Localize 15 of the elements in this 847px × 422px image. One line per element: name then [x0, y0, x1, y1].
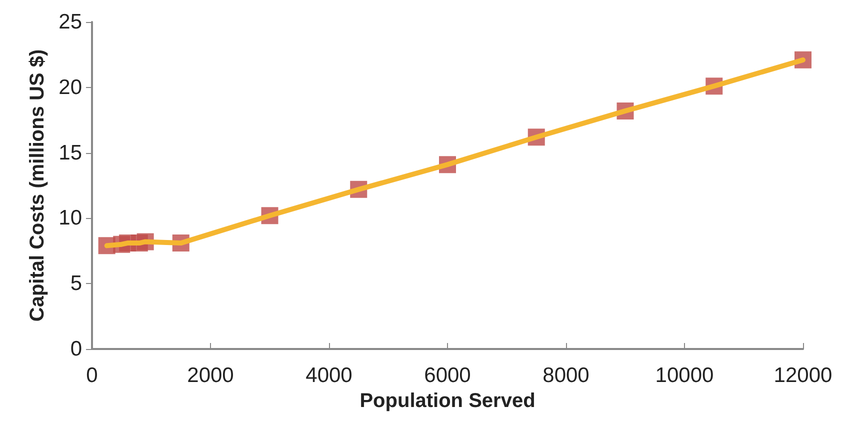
- x-tick-label: 2000: [187, 364, 234, 387]
- x-tick-label: 10000: [655, 364, 714, 387]
- x-tick-label: 6000: [424, 364, 471, 387]
- y-tick-label: 0: [70, 338, 82, 360]
- y-tick-label: 5: [70, 272, 82, 296]
- x-tick-label: 12000: [774, 364, 832, 387]
- y-axis-title: Capital Costs (millions US $): [26, 49, 49, 322]
- x-tick-label: 8000: [542, 364, 590, 387]
- y-tick-label: 15: [58, 141, 82, 164]
- y-tick-label: 20: [58, 76, 82, 99]
- y-tick-label: 25: [58, 10, 82, 34]
- y-tick-label: 10: [58, 206, 82, 230]
- x-axis-title: Population Served: [360, 390, 536, 412]
- x-tick-label: 0: [86, 364, 98, 387]
- x-tick-label: 4000: [306, 364, 352, 387]
